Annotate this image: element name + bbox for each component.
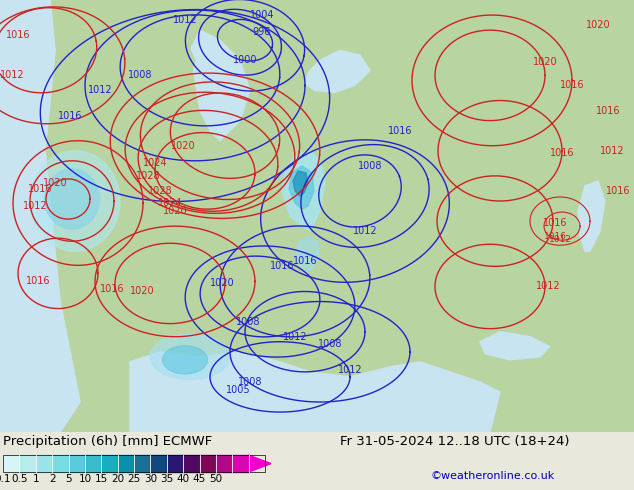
- Bar: [52, 455, 68, 472]
- Bar: [20, 455, 36, 472]
- Polygon shape: [249, 455, 271, 472]
- Text: 1016: 1016: [269, 261, 294, 271]
- Polygon shape: [258, 0, 310, 141]
- Text: 1016: 1016: [388, 125, 412, 136]
- Text: 1016: 1016: [6, 30, 30, 40]
- Text: 996: 996: [253, 27, 271, 37]
- Text: 1008: 1008: [127, 71, 152, 80]
- Text: 1016: 1016: [26, 276, 50, 287]
- Text: 1016: 1016: [560, 80, 585, 91]
- Text: 1005: 1005: [226, 385, 250, 395]
- Text: 1004: 1004: [250, 10, 275, 20]
- Text: Precipitation (6h) [mm] ECMWF: Precipitation (6h) [mm] ECMWF: [3, 435, 212, 448]
- Polygon shape: [282, 151, 325, 231]
- Text: 1020: 1020: [533, 57, 557, 67]
- Text: 1024: 1024: [158, 198, 183, 208]
- Text: 1020: 1020: [171, 141, 195, 151]
- Text: 1008: 1008: [236, 317, 260, 327]
- Text: 5: 5: [65, 474, 72, 484]
- Bar: [167, 455, 183, 472]
- Text: 1016: 1016: [550, 148, 574, 158]
- Text: 15: 15: [94, 474, 108, 484]
- Bar: [3, 455, 20, 472]
- Text: 1012: 1012: [536, 281, 560, 292]
- Bar: [36, 455, 52, 472]
- Polygon shape: [190, 30, 250, 141]
- Text: 1020: 1020: [586, 20, 611, 30]
- Text: 30: 30: [144, 474, 157, 484]
- Text: 1020: 1020: [130, 287, 154, 296]
- Text: 1008: 1008: [318, 339, 342, 349]
- Text: 1020: 1020: [42, 178, 67, 188]
- Text: 1016: 1016: [596, 105, 620, 116]
- Text: 0.1: 0.1: [0, 474, 11, 484]
- Polygon shape: [130, 352, 500, 432]
- Bar: [150, 455, 167, 472]
- Text: Fr 31-05-2024 12..18 UTC (18+24): Fr 31-05-2024 12..18 UTC (18+24): [340, 435, 569, 448]
- Text: 10: 10: [79, 474, 91, 484]
- Text: 20: 20: [111, 474, 124, 484]
- Text: 1012: 1012: [172, 15, 197, 25]
- Text: 1012: 1012: [0, 71, 24, 80]
- Polygon shape: [296, 236, 320, 271]
- Bar: [101, 455, 118, 472]
- Bar: [200, 455, 216, 472]
- Polygon shape: [480, 332, 550, 360]
- Text: 1016: 1016: [58, 111, 82, 121]
- Text: 1012: 1012: [338, 365, 362, 375]
- Text: 1016: 1016: [293, 256, 317, 267]
- Ellipse shape: [150, 334, 230, 379]
- Polygon shape: [300, 50, 370, 93]
- Ellipse shape: [162, 346, 207, 374]
- Bar: [183, 455, 200, 472]
- Bar: [232, 455, 249, 472]
- Text: 1012: 1012: [283, 332, 307, 342]
- Bar: [68, 455, 85, 472]
- Text: 1016: 1016: [543, 232, 567, 241]
- Text: 1000: 1000: [233, 55, 257, 65]
- Text: 1008: 1008: [358, 161, 382, 171]
- Text: 1008: 1008: [238, 377, 262, 387]
- Polygon shape: [289, 166, 314, 209]
- Text: 1016: 1016: [100, 285, 124, 294]
- Polygon shape: [172, 45, 195, 91]
- Polygon shape: [155, 0, 185, 20]
- Polygon shape: [0, 0, 80, 432]
- Text: 50: 50: [209, 474, 223, 484]
- Text: 1028: 1028: [136, 171, 160, 181]
- Text: 1016: 1016: [605, 186, 630, 196]
- Text: 1012: 1012: [353, 226, 377, 236]
- Polygon shape: [293, 171, 308, 196]
- Text: 35: 35: [160, 474, 173, 484]
- Text: 1016: 1016: [28, 184, 52, 194]
- Text: 1: 1: [32, 474, 39, 484]
- Text: 25: 25: [127, 474, 141, 484]
- Text: 45: 45: [193, 474, 206, 484]
- Text: 1020: 1020: [163, 206, 187, 216]
- Text: 1012: 1012: [23, 201, 48, 211]
- Text: ©weatheronline.co.uk: ©weatheronline.co.uk: [430, 471, 554, 481]
- Text: 40: 40: [176, 474, 190, 484]
- Polygon shape: [0, 0, 80, 432]
- Text: 1012: 1012: [548, 235, 571, 244]
- Ellipse shape: [30, 151, 120, 251]
- Polygon shape: [578, 181, 605, 251]
- Ellipse shape: [44, 169, 100, 229]
- Text: 1012: 1012: [87, 85, 112, 96]
- Text: 2: 2: [49, 474, 55, 484]
- Bar: [134, 455, 150, 472]
- Bar: [85, 455, 101, 472]
- Text: 1024: 1024: [143, 158, 167, 168]
- Bar: [3, 455, 265, 472]
- Text: 1016: 1016: [543, 218, 567, 228]
- Text: 1028: 1028: [148, 186, 172, 196]
- Bar: [216, 455, 232, 472]
- Text: 1012: 1012: [600, 146, 624, 156]
- Text: 1020: 1020: [210, 278, 235, 289]
- Text: 0.5: 0.5: [11, 474, 28, 484]
- Bar: [118, 455, 134, 472]
